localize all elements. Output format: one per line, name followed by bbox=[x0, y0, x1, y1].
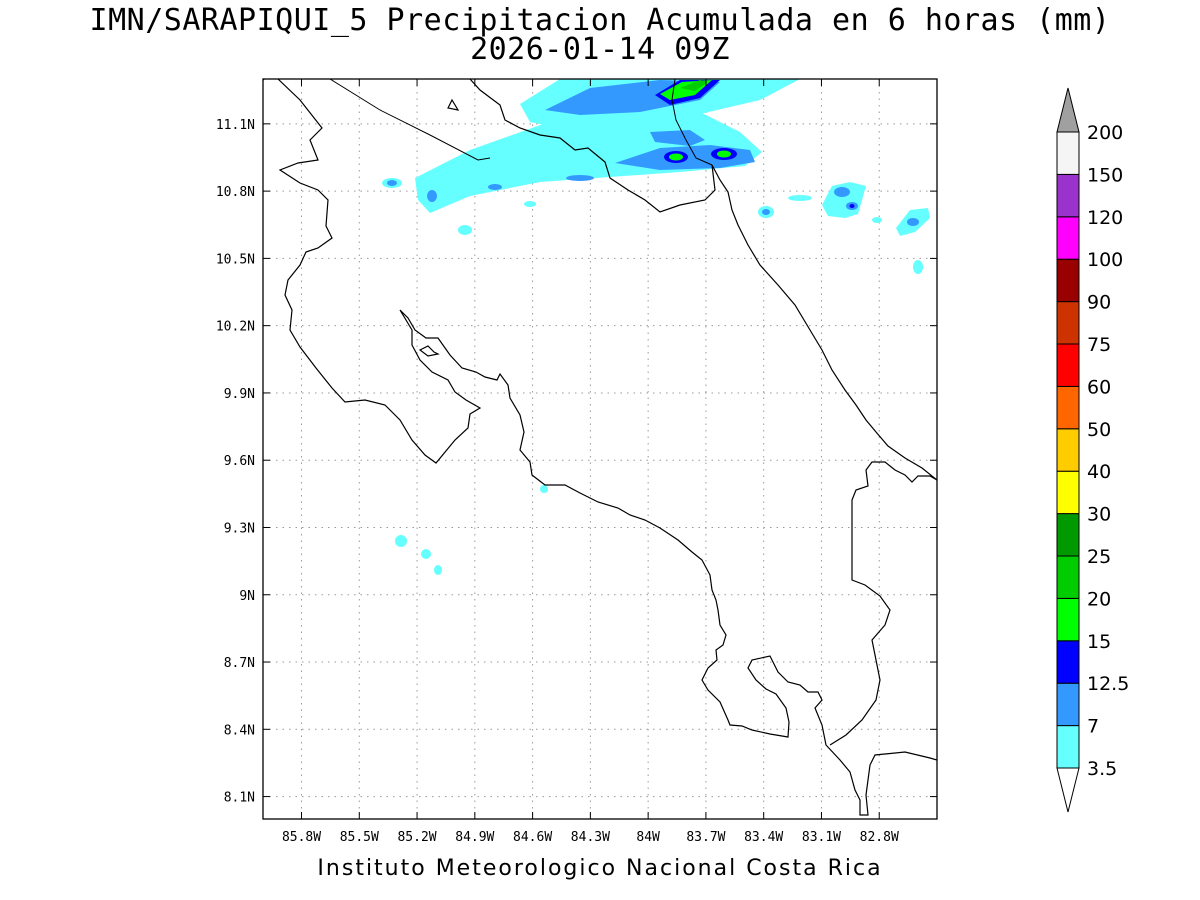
legend-level-label: 100 bbox=[1087, 249, 1123, 271]
lat-tick-label: 9.6N bbox=[224, 454, 255, 469]
lon-tick-label: 83.7W bbox=[686, 830, 725, 845]
lat-tick-label: 9N bbox=[239, 589, 255, 604]
lake-shore bbox=[469, 79, 716, 213]
coastline bbox=[277, 79, 937, 816]
legend-level-label: 12.5 bbox=[1087, 673, 1129, 695]
precip-area bbox=[788, 195, 812, 201]
border-nicaragua bbox=[671, 79, 713, 166]
map-title: IMN/SARAPIQUI_5 Precipitacion Acumulada … bbox=[89, 3, 1111, 38]
legend-level-label: 200 bbox=[1087, 122, 1123, 144]
precip-area bbox=[421, 549, 431, 559]
legend-swatch bbox=[1056, 428, 1080, 472]
legend-level-label: 3.5 bbox=[1087, 758, 1117, 780]
legend-level-label: 15 bbox=[1087, 631, 1111, 653]
footer-credit: Instituto Meteorologico Nacional Costa R… bbox=[317, 856, 883, 881]
lon-tick-label: 84W bbox=[636, 830, 660, 845]
precip-area bbox=[395, 535, 407, 547]
precipitation-field bbox=[382, 79, 930, 575]
lon-tick-label: 83.1W bbox=[802, 830, 841, 845]
coastline bbox=[829, 461, 937, 746]
legend-level-label: 75 bbox=[1087, 334, 1111, 356]
lon-tick-label: 83.4W bbox=[744, 830, 783, 845]
coastline bbox=[447, 98, 460, 111]
precip-area bbox=[387, 180, 397, 186]
lat-tick-label: 8.1N bbox=[224, 791, 255, 806]
precip-area bbox=[717, 150, 731, 158]
legend-level-label: 30 bbox=[1087, 504, 1111, 526]
precip-area bbox=[434, 565, 442, 575]
axis-ticks: 85.8W 85.5W 85.2W 84.9W 84.6W 84.3W 84W 83.7W 83… bbox=[216, 79, 937, 845]
legend-level-label: 20 bbox=[1087, 588, 1111, 610]
precip-area bbox=[849, 204, 855, 208]
precip-area bbox=[680, 80, 708, 91]
precip-area bbox=[669, 153, 683, 161]
legend-max-arrow bbox=[1056, 87, 1080, 133]
precip-area bbox=[488, 184, 502, 190]
legend-swatch bbox=[1056, 385, 1080, 430]
coastline bbox=[418, 345, 440, 357]
borders bbox=[329, 79, 853, 580]
legend-level-label: 25 bbox=[1087, 546, 1111, 568]
lon-tick-label: 85.2W bbox=[397, 830, 436, 845]
lat-tick-label: 10.8N bbox=[216, 185, 255, 200]
precip-area bbox=[872, 217, 882, 223]
map-datetime: 2026-01-14 09Z bbox=[470, 32, 730, 67]
precip-area bbox=[907, 218, 919, 226]
legend-swatch bbox=[1056, 597, 1080, 642]
lat-tick-label: 9.9N bbox=[224, 387, 255, 402]
precip-area bbox=[540, 485, 548, 493]
legend-swatch bbox=[1056, 301, 1080, 345]
precip-area bbox=[650, 130, 705, 146]
coastline bbox=[711, 164, 937, 481]
precip-area bbox=[566, 175, 594, 181]
precip-area bbox=[427, 190, 437, 202]
precip-area bbox=[913, 260, 923, 274]
legend-min-arrow bbox=[1056, 767, 1080, 813]
lon-tick-label: 84.9W bbox=[455, 830, 494, 845]
legend-level-label: 90 bbox=[1087, 292, 1111, 314]
legend-level-label: 60 bbox=[1087, 376, 1111, 398]
legend-swatch bbox=[1056, 725, 1080, 769]
legend-swatch bbox=[1056, 555, 1080, 599]
legend-level-label: 120 bbox=[1087, 207, 1123, 229]
precip-area bbox=[762, 209, 770, 215]
lat-tick-label: 8.4N bbox=[224, 723, 255, 738]
legend-swatch bbox=[1056, 216, 1080, 260]
legend-swatch bbox=[1056, 470, 1080, 515]
lon-tick-label: 82.8W bbox=[860, 830, 899, 845]
lat-tick-label: 9.3N bbox=[224, 521, 255, 536]
legend-swatch bbox=[1056, 640, 1080, 684]
lat-tick-label: 10.2N bbox=[216, 320, 255, 335]
legend-swatch bbox=[1056, 513, 1080, 557]
legend-swatch bbox=[1056, 173, 1080, 218]
lon-tick-label: 85.5W bbox=[340, 830, 379, 845]
color-legend: 3.5 7 12.5 15 20 25 30 40 50 60 75 90 100 120 150 200 bbox=[1056, 87, 1129, 813]
legend-level-label: 40 bbox=[1087, 461, 1111, 483]
legend-level-label: 50 bbox=[1087, 419, 1111, 441]
precip-area bbox=[458, 225, 472, 235]
legend-swatch bbox=[1056, 682, 1080, 727]
border-nicaragua bbox=[329, 79, 491, 161]
legend-swatch bbox=[1056, 343, 1080, 387]
lat-tick-label: 11.1N bbox=[216, 118, 255, 133]
plot-frame bbox=[262, 78, 938, 820]
legend-swatch bbox=[1056, 131, 1080, 175]
lon-tick-label: 84.6W bbox=[513, 830, 552, 845]
legend-level-label: 150 bbox=[1087, 164, 1123, 186]
precip-area bbox=[834, 187, 850, 197]
lat-tick-label: 8.7N bbox=[224, 656, 255, 671]
legend-level-label: 7 bbox=[1087, 716, 1099, 738]
lon-tick-label: 85.8W bbox=[282, 830, 321, 845]
lat-tick-label: 10.5N bbox=[216, 252, 255, 267]
legend-swatch bbox=[1056, 258, 1080, 303]
lon-tick-label: 84.3W bbox=[571, 830, 610, 845]
precip-area bbox=[524, 201, 536, 207]
